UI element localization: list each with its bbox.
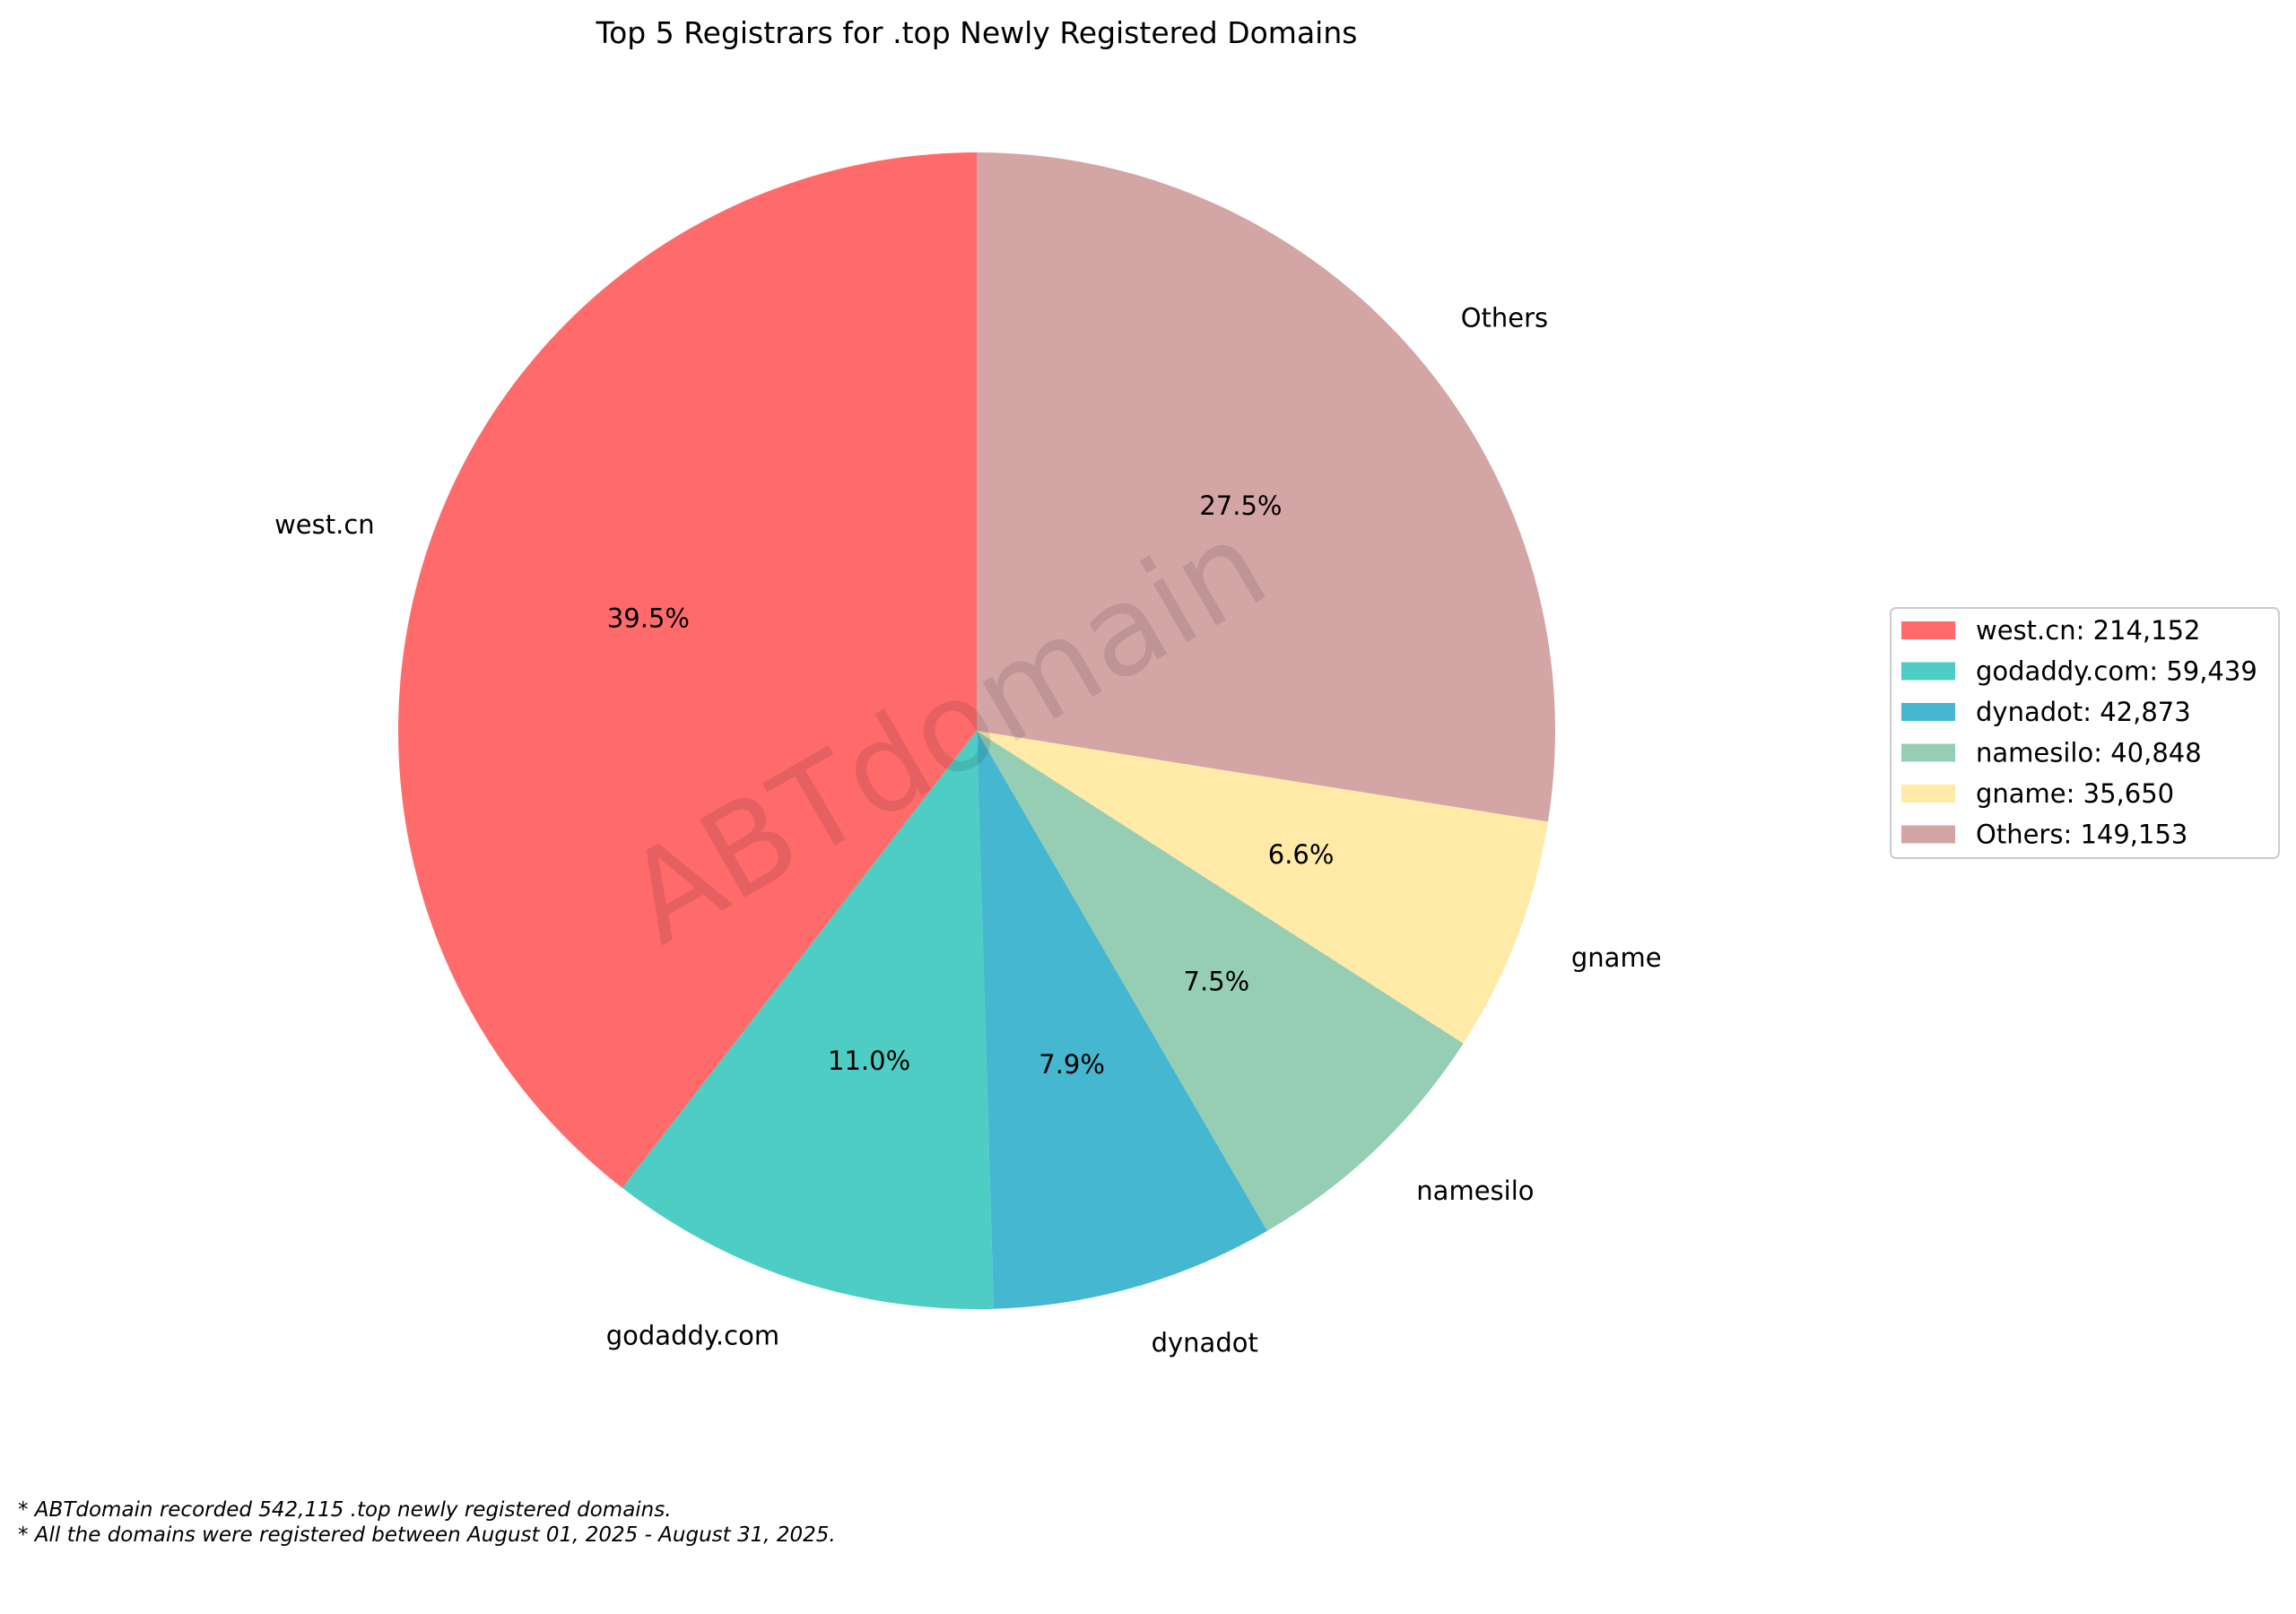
footnote-date-range: * All the domains were registered betwee… bbox=[18, 1523, 836, 1547]
pct-label-namesilo: 7.5% bbox=[1184, 967, 1250, 997]
legend-swatch-west-cn bbox=[1901, 621, 1955, 639]
legend-frame bbox=[1890, 607, 2280, 859]
legend-label-namesilo: namesilo: 40,848 bbox=[1976, 738, 2202, 768]
slice-label-dynadot: dynadot bbox=[1152, 1327, 1258, 1358]
slice-label-gname: gname bbox=[1571, 942, 1662, 973]
pct-label-gname: 6.6% bbox=[1268, 839, 1335, 870]
legend-label-west-cn: west.cn: 214,152 bbox=[1976, 615, 2201, 646]
legend-label-dynadot: dynadot: 42,873 bbox=[1976, 697, 2191, 727]
slice-namesilo bbox=[977, 731, 1464, 1231]
slice-west-cn bbox=[397, 152, 977, 1188]
legend-swatch-dynadot bbox=[1901, 703, 1955, 721]
pct-label-godaddy-com: 11.0% bbox=[828, 1046, 910, 1076]
legend-swatch-others bbox=[1901, 825, 1955, 844]
pct-label-others: 27.5% bbox=[1199, 490, 1282, 521]
legend-items: west.cn: 214,152 godaddy.com: 59,439 dynad… bbox=[1901, 615, 2257, 850]
legend-swatch-gname bbox=[1901, 785, 1955, 803]
legend-swatch-godaddy-com bbox=[1901, 662, 1955, 681]
legend-label-gname: gname: 35,650 bbox=[1976, 778, 2174, 809]
pie-slices bbox=[397, 152, 1556, 1309]
pct-label-west-cn: 39.5% bbox=[607, 603, 690, 634]
slice-dynadot bbox=[977, 731, 1267, 1309]
slice-label-godaddy-com: godaddy.com bbox=[606, 1321, 779, 1351]
legend-label-others: Others: 149,153 bbox=[1976, 820, 2187, 850]
chart-title: Top 5 Registrars for .top Newly Register… bbox=[596, 15, 1358, 50]
slice-gname bbox=[977, 731, 1548, 1044]
pct-label-dynadot: 7.9% bbox=[1039, 1049, 1105, 1080]
slice-others bbox=[977, 152, 1556, 822]
slice-godaddy-com bbox=[622, 731, 994, 1309]
legend: west.cn: 214,152 godaddy.com: 59,439 dynad… bbox=[1890, 607, 2280, 859]
slice-label-others: Others bbox=[1461, 302, 1548, 333]
slice-labels: west.cn godaddy.com dynadot namesilo gname Ot… bbox=[274, 302, 1661, 1358]
percentage-labels: 39.5% 11.0% 7.9% 7.5% 6.6% 27.5% bbox=[607, 490, 1335, 1080]
slice-label-namesilo: namesilo bbox=[1416, 1176, 1534, 1206]
legend-swatch-namesilo bbox=[1901, 743, 1955, 762]
legend-label-godaddy-com: godaddy.com: 59,439 bbox=[1976, 656, 2257, 687]
slice-label-west-cn: west.cn bbox=[274, 509, 375, 540]
footnote-total: * ABTdomain recorded 542,115 .top newly … bbox=[18, 1498, 672, 1522]
